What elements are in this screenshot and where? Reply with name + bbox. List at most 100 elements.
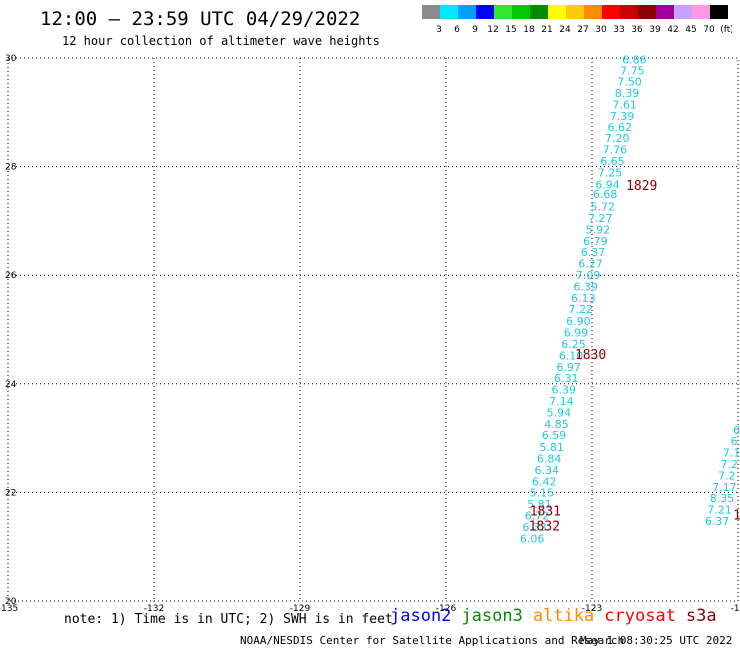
colorbar-swatch [602,5,620,19]
swh-point: 5.81 [527,498,552,511]
swh-point: 4.85 [544,418,569,431]
colorbar-swatch [512,5,530,19]
x-tick-label: -126 [436,604,457,614]
swh-point: 7.09 [576,269,601,282]
swh-point: 7.61 [612,98,637,111]
swh-point: 7.27 [588,212,613,225]
swh-point: 6.68 [593,188,618,201]
colorbar-swatch [692,5,710,19]
track-time-label: 1832 [529,519,560,534]
swh-point: 6 [731,435,738,448]
y-tick-label: 28 [5,163,17,173]
footer-timestamp: May 1 08:30:25 UTC 2022 [580,634,733,647]
swh-point: 6.72 [525,510,550,523]
track-time-label: 1830 [575,348,606,363]
data-points: 6.867.757.508.397.617.396.627.207.766.65… [520,53,740,545]
plot-frame [7,57,739,602]
swh-point: 8.39 [615,87,640,100]
colorbar-swatch [548,5,566,19]
swh-point: 6.25 [561,338,586,351]
swh-point: 6.34 [534,464,559,477]
swh-point: 7.21 [707,504,732,517]
units-note: note: 1) Time is in UTC; 2) SWH is in fe… [64,612,393,627]
swh-point: 7.17 [712,481,737,494]
track-time-label: 1831 [530,505,561,520]
y-tick-label: 22 [5,488,16,498]
swh-point: 7.76 [603,144,628,157]
swh-point: 5.15 [530,487,555,500]
colorbar-swatch [584,5,602,19]
swh-point: 7.20 [605,132,630,145]
satellite-legend: jason2 jason3 altika cryosat s3a [390,606,727,626]
swh-point: 6.79 [583,235,608,248]
swh-point: 6.94 [595,178,620,191]
colorbar-label: 3 [436,25,442,35]
track-time-label: 1 [733,509,740,524]
colorbar-label: 15 [505,25,516,35]
swh-point: 6.06 [520,532,545,545]
colorbar-label: 45 [685,25,696,35]
track-time-label: 1829 [626,179,657,194]
swh-point: 5.92 [586,223,611,236]
swh-point: 7.2 [718,469,736,482]
colorbar-label: 6 [454,25,460,35]
swh-point: 6.42 [532,475,557,488]
swh-point: 7.75 [620,64,645,77]
colorbar-swatch [458,5,476,19]
swh-point: 6.90 [566,315,591,328]
colorbar-swatch [674,5,692,19]
y-tick-label: 24 [5,380,17,390]
swh-point: 6.84 [537,453,562,466]
swh-point: 5.72 [590,201,615,214]
colorbar-label: 27 [577,25,588,35]
colorbar-label: 39 [649,25,661,35]
swh-point: 6.99 [564,327,589,340]
x-tick-label: -135 [0,604,18,614]
colorbar-label: 30 [595,25,607,35]
colorbar-label: 9 [472,25,478,35]
swh-point: 6.13 [571,292,596,305]
swh-point: 6.27 [578,258,603,271]
colorbar-swatch [476,5,494,19]
x-tick-label: -129 [290,604,311,614]
y-tick-label: 26 [5,271,17,281]
legend-jason3: jason3 [461,606,523,626]
colorbar-swatch [530,5,548,19]
colorbar-label: 12 [487,25,498,35]
colorbar-swatch [638,5,656,19]
swh-point: 7.2 [720,458,738,471]
colorbar-label: 70 [703,25,715,35]
colorbar-swatch [656,5,674,19]
colorbar-label: 36 [631,25,643,35]
swh-point: 6.97 [556,361,581,374]
swh-point: 6 [733,424,740,437]
x-tick-label: -132 [144,604,164,614]
legend-s3a: s3a [685,606,717,626]
legend-jason2: jason2 [390,606,452,626]
swh-point: 6.62 [607,121,632,134]
swh-point: 7.1 [723,447,740,460]
swh-point: 6.39 [573,280,598,293]
y-tick-label: 30 [5,54,17,64]
swh-point: 7.39 [610,110,635,123]
swh-point: 7.50 [617,76,642,89]
swh-point: 6.10 [559,349,584,362]
x-tick-label: -12 [731,604,740,614]
swh-point: 6.86 [622,53,647,66]
colorbar-label: 21 [541,25,552,35]
swh-point: 6.65 [600,155,625,168]
colorbar-label: 42 [667,25,678,35]
swh-point: 6.31 [554,372,579,385]
colorbar-swatch [422,5,440,19]
swh-point: 6.59 [542,429,567,442]
x-tick-label: -123 [582,604,602,614]
colorbar-swatch [710,5,728,19]
colorbar-label: 33 [613,25,624,35]
swh-point: 7.22 [569,303,594,316]
legend-cryosat: cryosat [604,606,676,626]
swh-point: 5.94 [547,406,572,419]
swh-point: 6.39 [552,384,577,397]
chart-title: 12:00 – 23:59 UTC 04/29/2022 [40,8,361,30]
colorbar-swatch [494,5,512,19]
